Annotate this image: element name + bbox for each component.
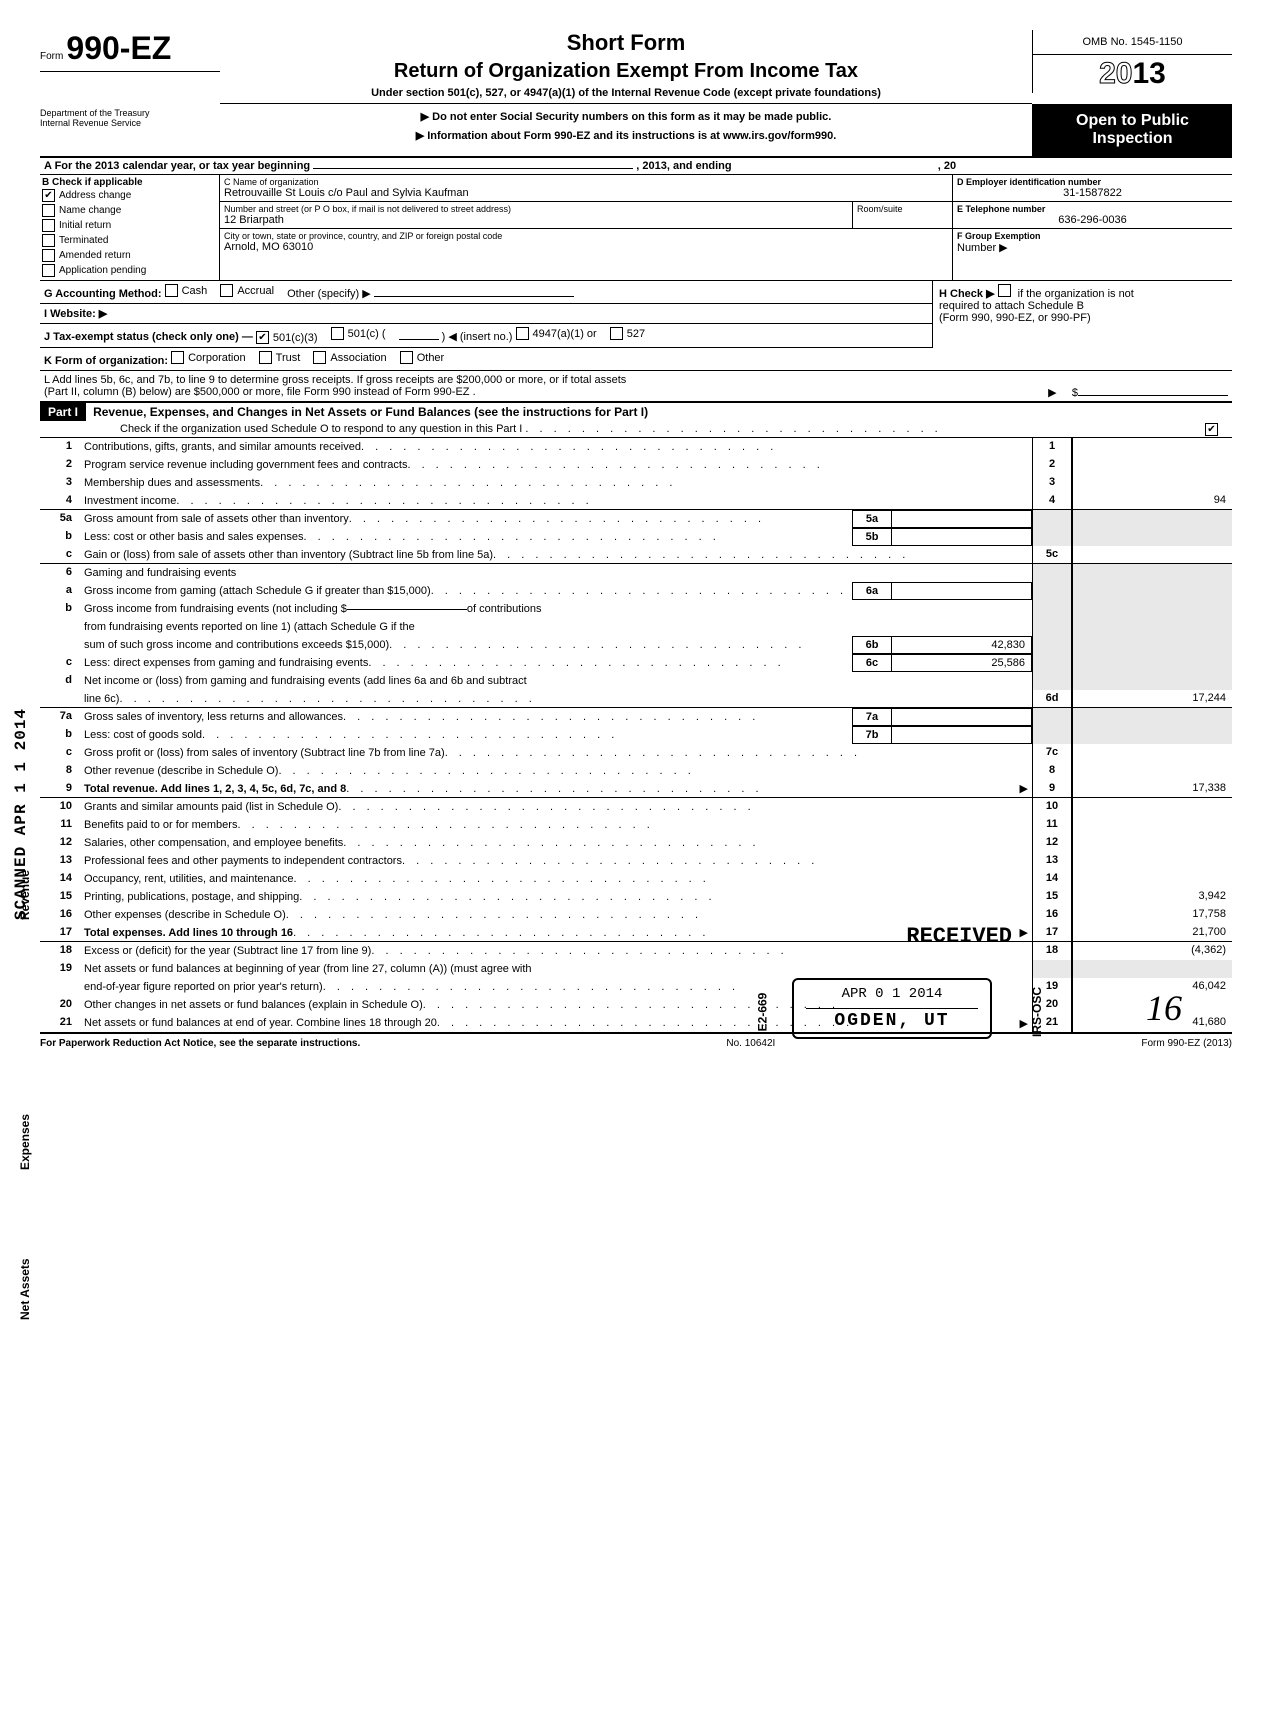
val-16: 17,758 — [1072, 906, 1232, 924]
checkbox-trust[interactable] — [259, 351, 272, 364]
street-value: 12 Briarpath — [224, 214, 848, 226]
expenses-label: Expenses — [18, 1114, 32, 1170]
f-number: Number ▶ — [957, 241, 1228, 254]
checkbox-app-pending[interactable] — [42, 264, 55, 277]
e-label: E Telephone number — [957, 204, 1228, 214]
val-6c: 25,586 — [892, 654, 1032, 672]
checkbox-accrual[interactable] — [220, 284, 233, 297]
checkbox-corp[interactable] — [171, 351, 184, 364]
part1-title: Revenue, Expenses, and Changes in Net As… — [89, 403, 652, 421]
f-label: F Group Exemption — [957, 231, 1228, 241]
l-line1: L Add lines 5b, 6c, and 7b, to line 9 to… — [44, 374, 1228, 386]
j-label: J Tax-exempt status (check only one) — — [44, 331, 253, 343]
revenue-label: Revenue — [18, 870, 32, 920]
received-stamp: RECEIVED — [906, 924, 1012, 949]
val-9: 17,338 — [1072, 780, 1232, 797]
val-18: (4,362) — [1072, 942, 1232, 960]
checkbox-4947[interactable] — [516, 327, 529, 340]
checkbox-cash[interactable] — [165, 284, 178, 297]
val-6b: 42,830 — [892, 636, 1032, 654]
checkbox-501c[interactable] — [331, 327, 344, 340]
val-17: 21,700 — [1072, 924, 1232, 941]
checkbox-other-org[interactable] — [400, 351, 413, 364]
street-label: Number and street (or P O box, if mail i… — [224, 204, 848, 214]
under-section: Under section 501(c), 527, or 4947(a)(1)… — [220, 87, 1032, 99]
k-label: K Form of organization: — [44, 355, 168, 367]
checkbox-schedule-o[interactable]: ✔ — [1205, 423, 1218, 436]
checkbox-assoc[interactable] — [313, 351, 326, 364]
c-name-label: C Name of organization — [224, 177, 948, 187]
city-value: Arnold, MO 63010 — [224, 241, 948, 253]
checkbox-501c3[interactable]: ✔ — [256, 331, 269, 344]
return-title: Return of Organization Exempt From Incom… — [220, 60, 1032, 83]
part1-label: Part I — [40, 403, 86, 421]
paperwork-notice: For Paperwork Reduction Act Notice, see … — [40, 1038, 360, 1049]
irs-label: Internal Revenue Service — [40, 118, 220, 128]
e2-stamp: E2-669 — [756, 993, 770, 1032]
net-assets-label: Net Assets — [18, 1258, 32, 1320]
section-b: B Check if applicable ✔Address change Na… — [40, 175, 220, 280]
form-header: Form 990-EZ Short Form Return of Organiz… — [40, 30, 1232, 104]
checkbox-terminated[interactable] — [42, 234, 55, 247]
form-ref: Form 990-EZ (2013) — [1141, 1038, 1232, 1049]
org-name: Retrouvaille St Louis c/o Paul and Sylvi… — [224, 187, 948, 199]
city-label: City or town, state or province, country… — [224, 231, 948, 241]
date-stamp: APR 0 1 2014 OGDEN, UT — [792, 978, 992, 1039]
irs-osc-stamp: IRS-OSC — [1030, 987, 1044, 1037]
h-text2: required to attach Schedule B — [939, 300, 1226, 312]
room-label: Room/suite — [857, 204, 948, 214]
omb-number: OMB No. 1545-1150 — [1033, 30, 1232, 55]
part1-check-text: Check if the organization used Schedule … — [120, 423, 522, 435]
ein: 31-1587822 — [957, 187, 1228, 199]
h-text3: (Form 990, 990-EZ, or 990-PF) — [939, 312, 1226, 324]
info-note: ▶ Information about Form 990-EZ and its … — [226, 129, 1026, 142]
l-line2: (Part II, column (B) below) are $500,000… — [44, 386, 476, 398]
cat-no: No. 10642I — [726, 1038, 775, 1049]
short-form-title: Short Form — [220, 30, 1032, 56]
tax-year: 2013 — [1033, 55, 1232, 93]
form-prefix: Form — [40, 51, 63, 62]
checkbox-schedule-b[interactable] — [998, 284, 1011, 297]
signature: 16 — [1146, 987, 1182, 1029]
i-label: I Website: ▶ — [44, 308, 107, 320]
checkbox-amended[interactable] — [42, 249, 55, 262]
checkbox-address-change[interactable]: ✔ — [42, 189, 55, 202]
ssn-note: ▶ Do not enter Social Security numbers o… — [226, 110, 1026, 123]
val-4: 94 — [1072, 492, 1232, 509]
open-to-public: Open to Public Inspection — [1033, 104, 1232, 156]
val-6d: 17,244 — [1072, 690, 1232, 707]
form-number: 990-EZ — [66, 30, 171, 66]
checkbox-527[interactable] — [610, 327, 623, 340]
phone: 636-296-0036 — [957, 214, 1228, 226]
dept-treasury: Department of the Treasury — [40, 108, 220, 118]
checkbox-initial-return[interactable] — [42, 219, 55, 232]
g-label: G Accounting Method: — [44, 288, 162, 300]
d-label: D Employer identification number — [957, 177, 1228, 187]
checkbox-name-change[interactable] — [42, 204, 55, 217]
section-a: A For the 2013 calendar year, or tax yea… — [40, 158, 1232, 175]
val-15: 3,942 — [1072, 888, 1232, 906]
